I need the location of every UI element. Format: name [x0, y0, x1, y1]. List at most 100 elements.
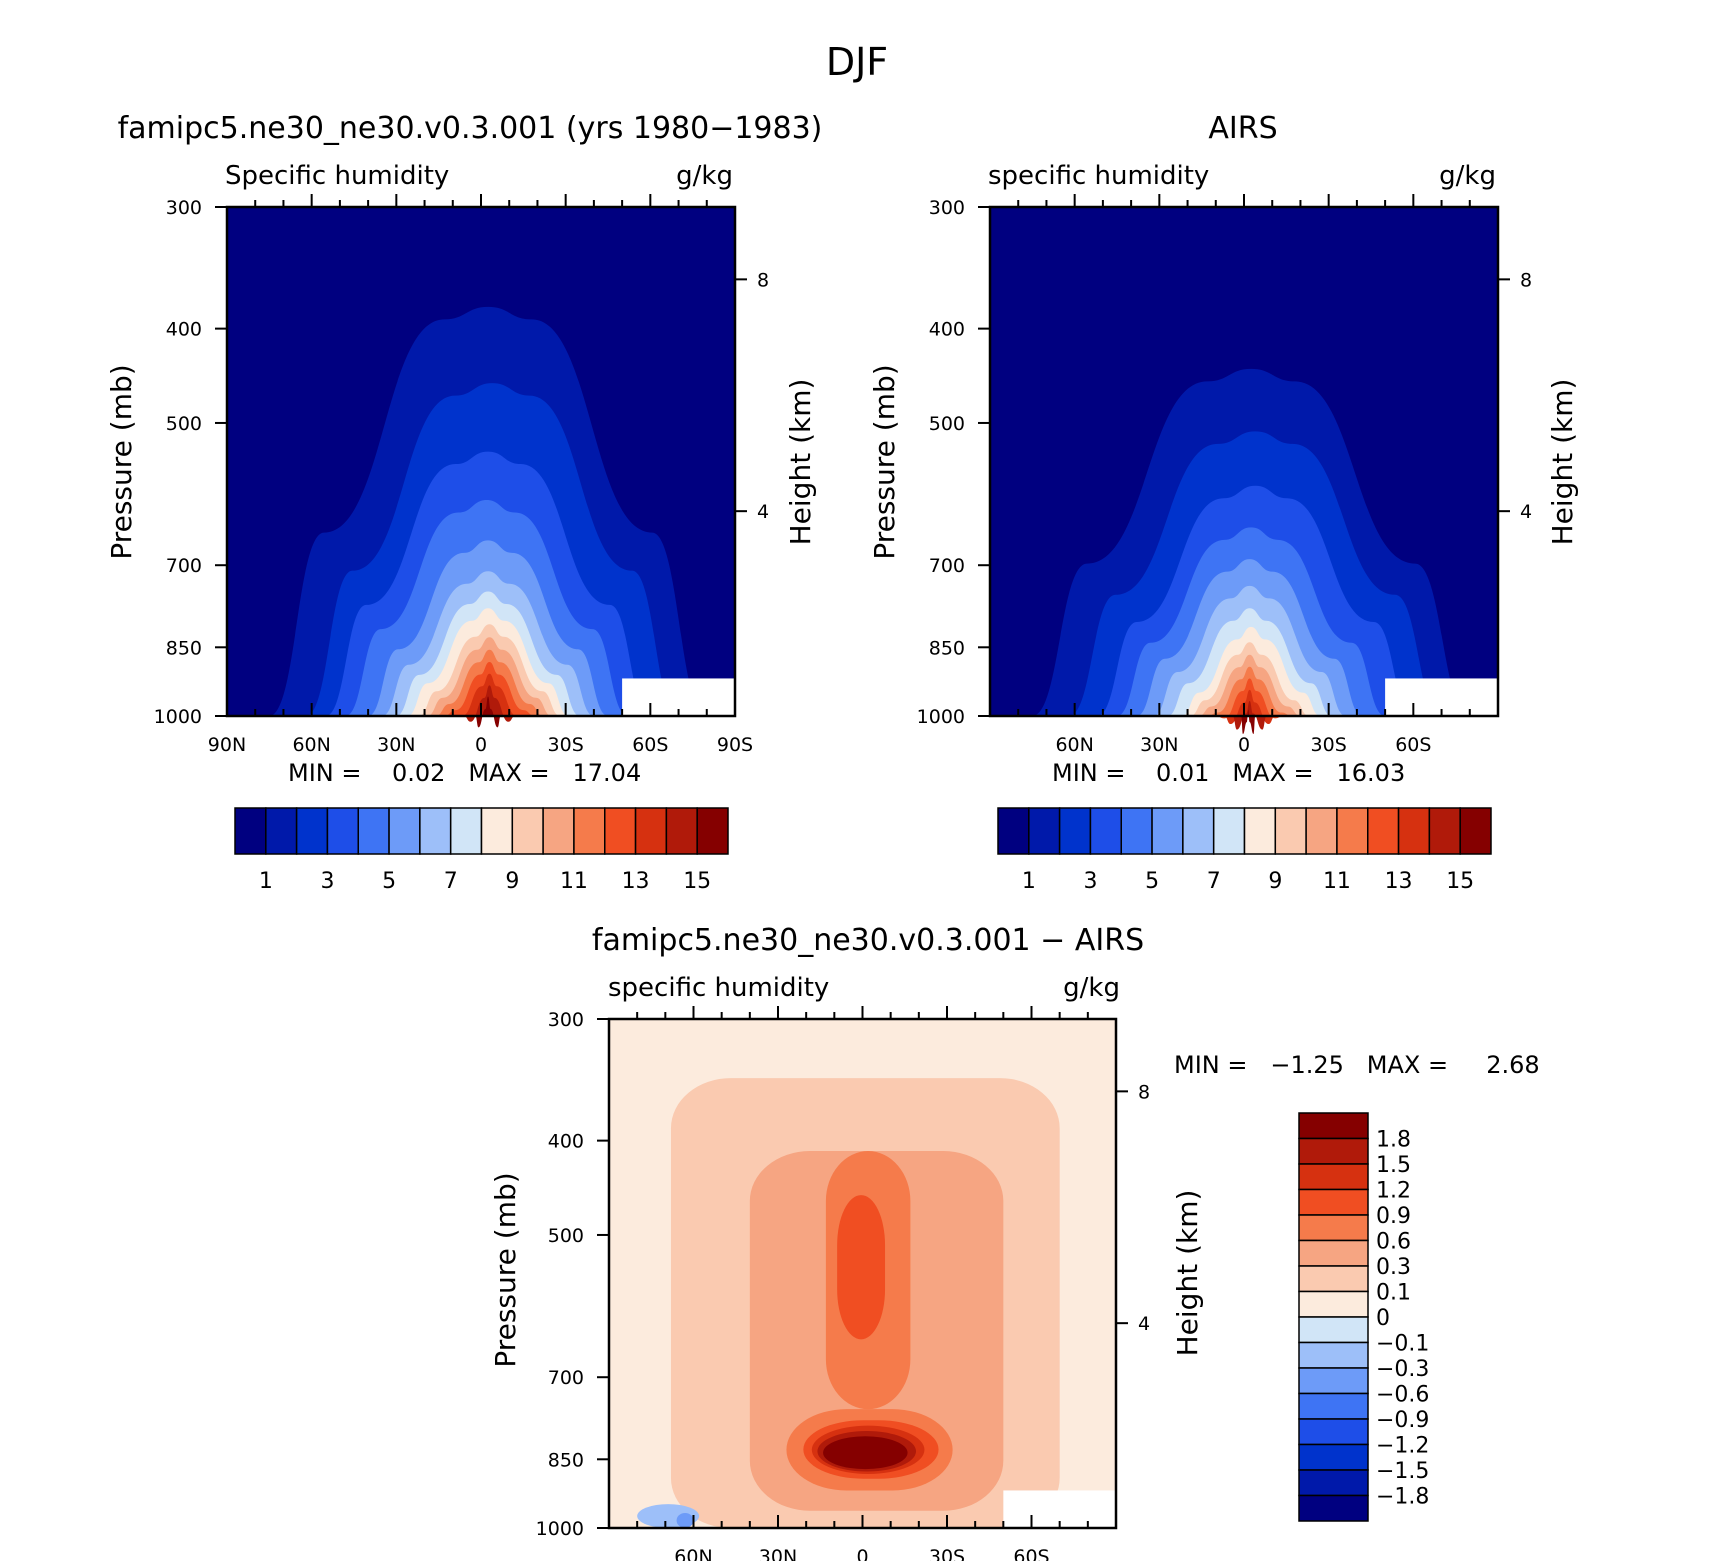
- obs-y2tick-label: 4: [1520, 501, 1532, 523]
- diff-colorbar-swatch: [1298, 1290, 1369, 1318]
- model-xtick-label: 60N: [292, 734, 330, 756]
- obs-ytick-label: 400: [929, 319, 965, 341]
- diff-ytick-label: 850: [548, 1449, 584, 1471]
- diff-colorbar-label: 0.3: [1376, 1255, 1411, 1280]
- obs-colorbar-label: 11: [1323, 869, 1351, 894]
- model-colorbar-swatch: [419, 807, 452, 855]
- diff-contour-region: [676, 1512, 694, 1528]
- obs-xtick-label: 60N: [1055, 734, 1093, 756]
- model-colorbar-label: 1: [259, 869, 273, 894]
- panel-model-left-label: Specific humidity: [225, 161, 449, 191]
- panel-diff-ylabel: Pressure (mb): [489, 1172, 522, 1367]
- model-ytick-label: 1000: [154, 706, 202, 728]
- panel-model-colorbar: 1 3 5 7 9 11 13 15: [234, 807, 729, 894]
- obs-colorbar-swatch: [1367, 807, 1400, 855]
- diff-colorbar-swatch: [1298, 1418, 1369, 1446]
- diff-colorbar-label: 0.6: [1376, 1230, 1411, 1255]
- model-colorbar-label: 11: [560, 869, 588, 894]
- diff-colorbar-swatch: [1298, 1341, 1369, 1369]
- diff-y2tick-label: 8: [1138, 1081, 1150, 1103]
- obs-colorbar-label: 3: [1083, 869, 1097, 894]
- obs-colorbar-swatch: [1212, 807, 1246, 855]
- obs-colorbar-swatch: [1089, 807, 1122, 855]
- obs-colorbar-swatch: [1058, 807, 1092, 855]
- model-colorbar-label: 9: [505, 869, 519, 894]
- obs-xtick-label: 60S: [1395, 734, 1431, 756]
- obs-ytick-label: 700: [929, 555, 965, 577]
- model-colorbar-swatch: [265, 807, 298, 855]
- diff-colorbar-swatch: [1298, 1392, 1369, 1420]
- diff-colorbar-swatch: [1298, 1188, 1369, 1216]
- diff-colorbar-swatch: [1298, 1443, 1369, 1471]
- diff-ytick-label: 300: [548, 1009, 584, 1031]
- diff-colorbar-label: −1.5: [1376, 1459, 1429, 1484]
- diff-colorbar-label: 1.8: [1376, 1128, 1411, 1153]
- panel-diff: famipc5.ne30_ne30.v0.3.001 − AIRS specif…: [489, 923, 1540, 1561]
- panel-obs: AIRS specific humidity g/kg 60N 30N 0 30S 60…: [868, 111, 1579, 894]
- model-colorbar-swatch: [573, 807, 606, 855]
- model-colorbar-swatch: [542, 807, 575, 855]
- model-colorbar-swatch: [295, 807, 329, 855]
- diff-colorbar-swatch: [1298, 1265, 1369, 1293]
- diff-ytick-label: 1000: [536, 1518, 584, 1540]
- panel-model: famipc5.ne30_ne30.v0.3.001 (yrs 1980−198…: [105, 111, 822, 894]
- obs-xtick-label: 0: [1238, 734, 1250, 756]
- obs-colorbar-swatch: [1243, 807, 1277, 855]
- model-y2tick-label: 8: [757, 269, 769, 291]
- panel-model-units-label: g/kg: [676, 161, 733, 191]
- panel-model-ylabel: Pressure (mb): [105, 364, 138, 559]
- diff-colorbar-swatch: [1298, 1214, 1369, 1242]
- panel-obs-stats: MIN = 0.01 MAX = 16.03: [1052, 759, 1405, 787]
- panel-diff-plot: 60N 30N 0 30S 60S 300 400 500 700 850 1000 8 4: [536, 1006, 1150, 1561]
- diff-colorbar-label: 0.9: [1376, 1204, 1411, 1229]
- obs-xtick-label: 30N: [1140, 734, 1178, 756]
- diff-colorbar-swatch: [1298, 1239, 1369, 1267]
- model-xtick-label: 30S: [548, 734, 584, 756]
- model-ytick-label: 400: [166, 319, 202, 341]
- model-ytick-label: 500: [166, 413, 202, 435]
- diff-colorbar-label: −0.9: [1376, 1408, 1429, 1433]
- model-contour-band: [475, 696, 501, 728]
- diff-ytick-label: 700: [548, 1367, 584, 1389]
- diff-colorbar-swatch: [1298, 1137, 1369, 1165]
- model-colorbar-label: 13: [622, 869, 650, 894]
- panel-diff-stats: MIN = −1.25 MAX = 2.68: [1174, 1051, 1540, 1079]
- model-colorbar-swatch: [234, 807, 267, 855]
- panel-obs-units-label: g/kg: [1439, 161, 1496, 191]
- diff-colorbar-label: 1.2: [1376, 1179, 1411, 1204]
- diff-colorbar-swatch: [1298, 1163, 1369, 1191]
- diff-ytick-label: 500: [548, 1225, 584, 1247]
- diff-xtick-label: 30S: [929, 1546, 965, 1561]
- obs-xtick-label: 30S: [1311, 734, 1347, 756]
- diff-colorbar-label: −0.3: [1376, 1357, 1429, 1382]
- model-colorbar-swatch: [388, 807, 421, 855]
- model-ytick-label: 850: [166, 637, 202, 659]
- model-colorbar-swatch: [665, 807, 698, 855]
- diff-colorbar-label: 1.5: [1376, 1153, 1411, 1178]
- panel-model-stats: MIN = 0.02 MAX = 17.04: [288, 759, 641, 787]
- diff-xtick-label: 60N: [674, 1546, 712, 1561]
- obs-colorbar-label: 9: [1268, 869, 1282, 894]
- obs-colorbar-label: 1: [1022, 869, 1036, 894]
- model-xtick-label: 90S: [717, 734, 753, 756]
- obs-colorbar-label: 15: [1446, 869, 1474, 894]
- panel-obs-plot: 60N 30N 0 30S 60S 300 400 500 700 850 1000 8 4: [917, 194, 1532, 756]
- obs-colorbar-swatch: [1274, 807, 1307, 855]
- panel-obs-colorbar: 1 3 5 7 9 11 13 15: [997, 807, 1492, 894]
- model-ytick-label: 700: [166, 555, 202, 577]
- obs-colorbar-swatch: [1151, 807, 1184, 855]
- model-colorbar-label: 15: [683, 869, 711, 894]
- obs-colorbar-swatch: [1397, 807, 1431, 855]
- obs-colorbar-label: 5: [1145, 869, 1159, 894]
- model-colorbar-label: 5: [382, 869, 396, 894]
- panel-obs-title: AIRS: [1208, 111, 1277, 146]
- obs-colorbar-label: 7: [1207, 869, 1221, 894]
- diff-colorbar-swatch: [1298, 1469, 1369, 1497]
- panel-model-y2label: Height (km): [784, 379, 817, 546]
- diff-ytick-label: 400: [548, 1131, 584, 1153]
- panel-obs-left-label: specific humidity: [988, 161, 1209, 191]
- diff-colorbar-label: 0: [1376, 1306, 1390, 1331]
- model-colorbar-label: 7: [444, 869, 458, 894]
- model-colorbar-swatch: [511, 807, 544, 855]
